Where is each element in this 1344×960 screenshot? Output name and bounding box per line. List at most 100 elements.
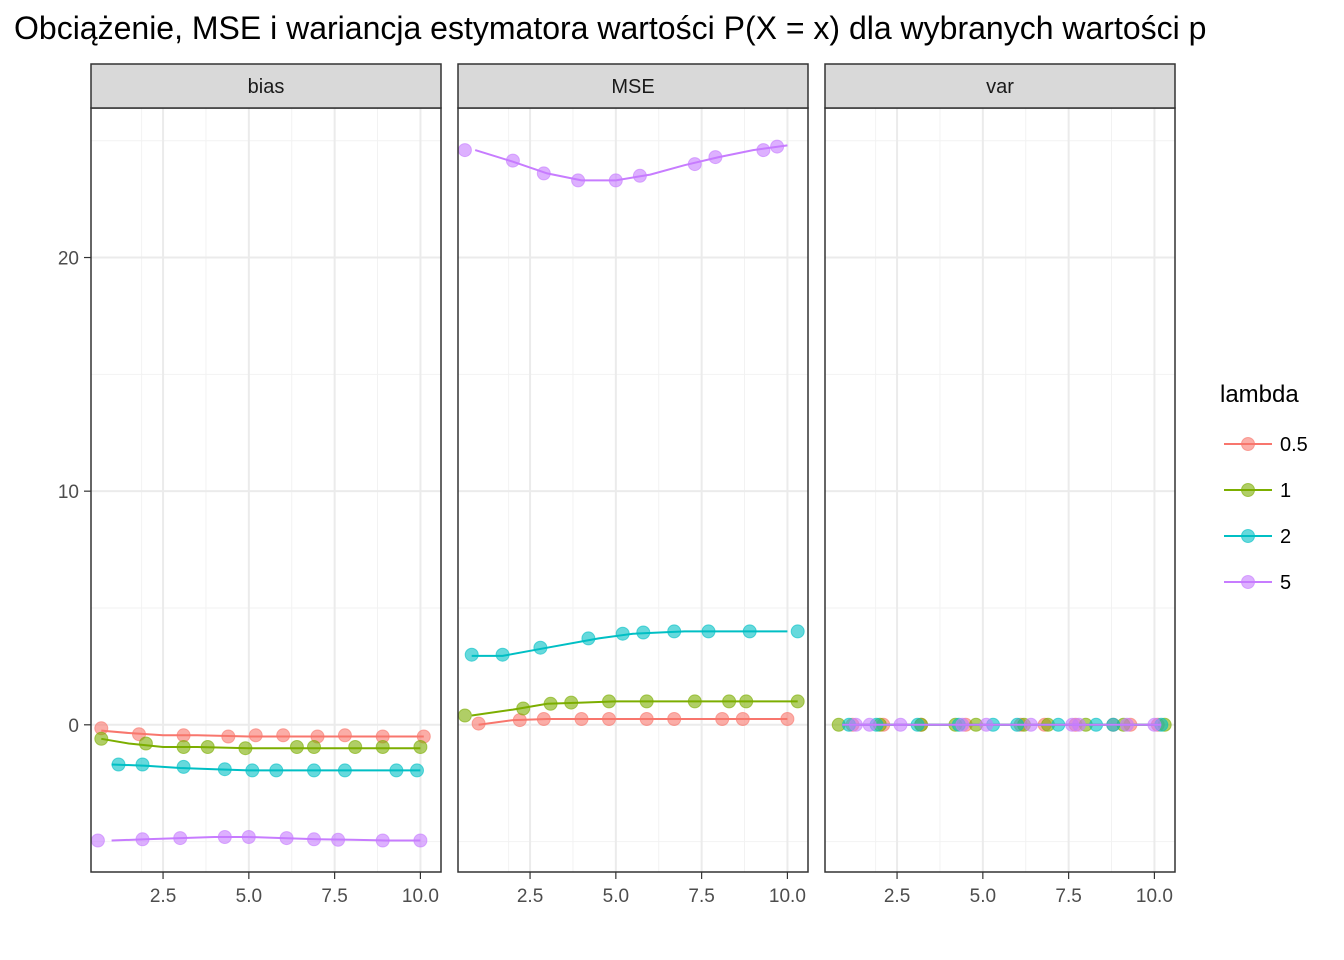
data-point-lambda-2 xyxy=(701,624,716,639)
data-point-lambda-0.5 xyxy=(780,712,795,726)
y-tick-label: 10 xyxy=(58,482,79,503)
data-point-lambda-0.5 xyxy=(639,712,654,726)
data-point-lambda-0.5 xyxy=(667,712,682,726)
data-point-lambda-5 xyxy=(375,833,390,848)
data-point-lambda-1 xyxy=(413,740,428,754)
data-point-lambda-1 xyxy=(722,694,737,709)
facet-label: var xyxy=(986,76,1014,98)
data-point-lambda-1 xyxy=(739,694,754,709)
data-point-lambda-0.5 xyxy=(248,728,263,743)
data-point-lambda-5 xyxy=(979,717,994,732)
data-point-lambda-2 xyxy=(135,757,150,772)
legend-title: lambda xyxy=(1220,381,1299,408)
data-point-lambda-1 xyxy=(348,740,363,754)
data-point-lambda-2 xyxy=(464,647,479,662)
data-point-lambda-2 xyxy=(636,625,651,640)
legend-label: 1 xyxy=(1280,480,1291,502)
data-point-lambda-5 xyxy=(307,832,321,847)
legend-label: 2 xyxy=(1280,526,1291,548)
data-point-lambda-5 xyxy=(1147,717,1162,732)
panel-background xyxy=(825,108,1175,872)
data-point-lambda-5 xyxy=(848,717,863,732)
x-tick-label: 5.0 xyxy=(970,886,996,907)
x-tick-label: 7.5 xyxy=(688,886,714,907)
data-point-lambda-0.5 xyxy=(715,712,730,726)
data-point-lambda-5 xyxy=(756,143,771,158)
data-point-lambda-2 xyxy=(667,624,682,639)
facet-strip xyxy=(90,63,442,109)
data-point-lambda-0.5 xyxy=(337,728,352,743)
data-point-lambda-1 xyxy=(238,741,253,756)
data-point-lambda-5 xyxy=(279,831,294,846)
x-tick-label: 7.5 xyxy=(321,886,347,907)
x-tick-label: 10.0 xyxy=(769,886,806,907)
data-point-lambda-5 xyxy=(457,143,472,158)
data-point-lambda-5 xyxy=(1071,717,1086,732)
x-tick-label: 5.0 xyxy=(603,886,629,907)
data-point-lambda-0.5 xyxy=(602,712,616,726)
x-tick-label: 10.0 xyxy=(402,886,439,907)
data-point-lambda-5 xyxy=(135,832,150,847)
data-point-lambda-1 xyxy=(94,731,109,746)
y-tick-label: 20 xyxy=(58,249,79,270)
data-point-lambda-5 xyxy=(505,153,520,168)
data-point-lambda-0.5 xyxy=(276,728,291,743)
data-point-lambda-2 xyxy=(307,763,321,778)
data-point-lambda-2 xyxy=(495,647,510,662)
data-point-lambda-5 xyxy=(862,717,877,732)
data-point-lambda-0.5 xyxy=(735,712,750,726)
data-point-lambda-2 xyxy=(176,759,191,774)
data-point-lambda-0.5 xyxy=(471,716,486,731)
x-tick-label: 2.5 xyxy=(884,886,910,907)
data-point-lambda-5 xyxy=(708,150,723,165)
data-point-lambda-5 xyxy=(173,831,188,846)
series-line-lambda-2 xyxy=(471,630,788,657)
data-point-lambda-2 xyxy=(245,763,260,778)
data-point-lambda-2 xyxy=(615,626,630,641)
y-tick-label: 0 xyxy=(68,716,79,737)
data-point-lambda-0.5 xyxy=(132,727,146,742)
panel-background xyxy=(91,108,441,872)
data-point-lambda-2 xyxy=(337,763,352,778)
data-point-lambda-2 xyxy=(790,624,805,639)
data-point-lambda-1 xyxy=(457,708,472,723)
data-point-lambda-1 xyxy=(790,694,805,709)
data-point-lambda-5 xyxy=(90,833,105,848)
data-point-lambda-5 xyxy=(331,832,346,847)
chart-title: Obciążenie, MSE i wariancja estymatora w… xyxy=(14,10,1207,46)
data-point-lambda-1 xyxy=(307,740,321,754)
data-point-lambda-1 xyxy=(516,701,531,716)
data-point-lambda-5 xyxy=(632,168,647,183)
x-tick-label: 2.5 xyxy=(150,886,176,907)
series-line-lambda-1 xyxy=(101,737,421,750)
data-point-lambda-2 xyxy=(111,757,126,772)
data-point-lambda-1 xyxy=(543,696,558,711)
legend-key-point xyxy=(1241,529,1255,543)
data-point-lambda-5 xyxy=(770,139,785,154)
data-point-lambda-5 xyxy=(955,717,970,732)
data-point-lambda-2 xyxy=(581,631,596,646)
legend-key-point xyxy=(1241,483,1255,497)
data-point-lambda-5 xyxy=(571,173,586,188)
data-point-lambda-2 xyxy=(533,640,548,655)
data-point-lambda-5 xyxy=(413,833,428,848)
data-point-lambda-0.5 xyxy=(176,728,191,743)
data-point-lambda-1 xyxy=(176,740,191,754)
data-point-lambda-1 xyxy=(289,740,304,754)
series-line-lambda-5 xyxy=(474,144,788,182)
data-point-lambda-1 xyxy=(200,740,215,754)
x-tick-label: 7.5 xyxy=(1055,886,1081,907)
data-point-lambda-1 xyxy=(602,694,616,709)
data-point-lambda-5 xyxy=(687,157,702,172)
data-point-lambda-1 xyxy=(564,695,579,710)
data-point-lambda-2 xyxy=(389,763,404,778)
data-point-lambda-5 xyxy=(1120,717,1134,732)
x-tick-label: 2.5 xyxy=(517,886,543,907)
x-tick-label: 10.0 xyxy=(1136,886,1173,907)
data-point-lambda-5 xyxy=(536,166,551,181)
data-point-lambda-1 xyxy=(138,736,153,751)
data-point-lambda-0.5 xyxy=(536,712,551,726)
data-point-lambda-2 xyxy=(217,762,232,777)
data-point-lambda-5 xyxy=(893,717,908,732)
